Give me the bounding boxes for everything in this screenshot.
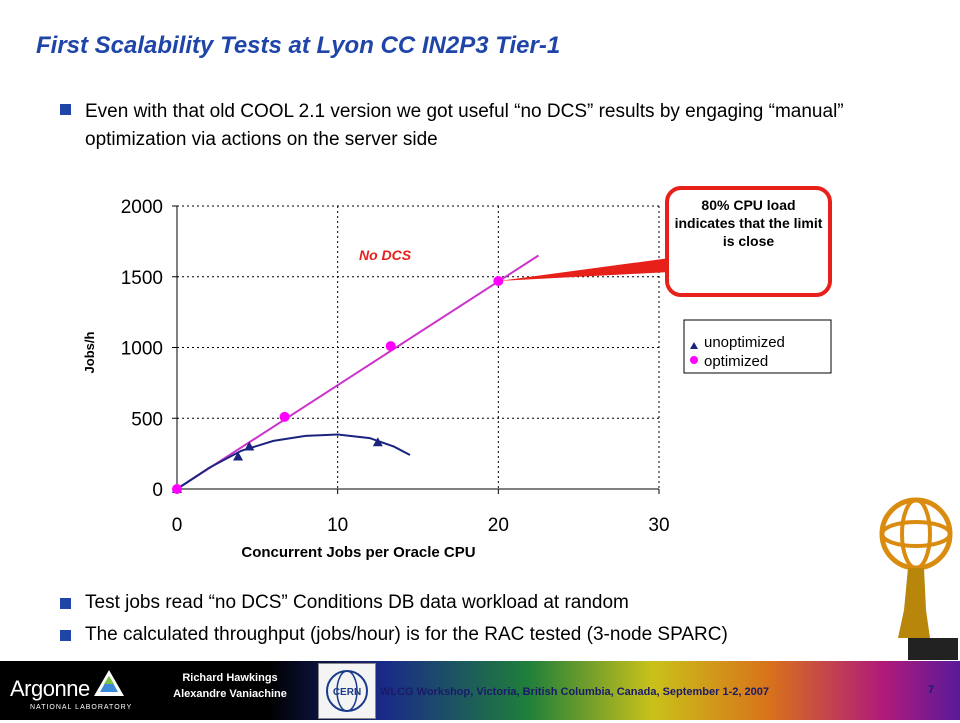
bullet-test-jobs-text: Test jobs read “no DCS” Conditions DB da…	[85, 592, 629, 613]
unoptimized-point	[372, 437, 383, 447]
y-tick-label: 500	[131, 409, 163, 430]
optimized-point	[385, 341, 396, 352]
bullet-square-icon	[60, 104, 71, 115]
callout-text-container: 80% CPU load indicates that the limit is…	[674, 197, 823, 249]
legend: unoptimized optimized	[683, 319, 832, 374]
series-layer	[172, 254, 540, 494]
x-tick-label: 20	[488, 515, 509, 536]
bullet-square-icon	[60, 598, 71, 609]
unoptimized-point	[244, 441, 255, 451]
workshop-info: WLCG Workshop, Victoria, British Columbi…	[380, 686, 769, 698]
bullet-intro-text: Even with that old COOL 2.1 version we g…	[85, 101, 844, 150]
optimized-point	[172, 484, 182, 494]
callout-pointer	[498, 258, 670, 281]
y-tick-label: 1000	[121, 339, 163, 360]
argonne-logo-icon	[94, 670, 124, 696]
legend-triangle-marker	[690, 342, 698, 349]
atlas-statue-icon	[879, 497, 958, 660]
optimized-fit-line	[176, 254, 540, 490]
unoptimized-point	[233, 451, 244, 461]
legend-label-unoptimized: unoptimized	[704, 334, 785, 351]
cern-logo-icon: CERN	[326, 670, 368, 712]
bullet-test-jobs: Test jobs read “no DCS” Conditions DB da…	[60, 592, 629, 614]
axes	[172, 205, 660, 494]
x-tick-label: 10	[327, 515, 348, 536]
y-axis-label: Jobs/h	[82, 331, 97, 373]
cern-logo: CERN	[318, 663, 376, 719]
authors: Richard Hawkings Alexandre Vaniachine	[160, 670, 300, 702]
x-tick-label: 30	[648, 515, 669, 536]
no-dcs-annotation: No DCS	[359, 247, 412, 263]
author-2: Alexandre Vaniachine	[173, 688, 287, 700]
author-1: Richard Hawkings	[182, 672, 278, 684]
legend-box	[683, 319, 832, 374]
y-tick-label: 1500	[121, 268, 163, 289]
legend-label-optimized: optimized	[704, 353, 768, 370]
callout-box	[665, 186, 832, 297]
bullet-square-icon	[60, 630, 71, 641]
page-number: 7	[928, 684, 935, 696]
bullet-throughput: The calculated throughput (jobs/hour) is…	[60, 624, 728, 646]
x-axis-label: Concurrent Jobs per Oracle CPU	[241, 544, 475, 561]
x-tick-label: 0	[172, 515, 183, 536]
bullet-intro: Even with that old COOL 2.1 version we g…	[60, 98, 850, 154]
callout-text: 80% CPU load indicates that the limit is…	[674, 197, 823, 249]
argonne-logo-text: Argonne	[10, 676, 90, 701]
y-tick-label: 2000	[121, 197, 163, 218]
footer-bar	[0, 661, 960, 720]
legend-circle-marker	[690, 356, 698, 364]
svg-text:CERN: CERN	[333, 687, 361, 698]
unoptimized-fit-curve	[176, 433, 411, 490]
y-tick-label: 0	[152, 480, 163, 501]
page-title: First Scalability Tests at Lyon CC IN2P3…	[36, 32, 561, 59]
optimized-point	[279, 411, 290, 422]
argonne-logo-subtitle: NATIONAL LABORATORY	[30, 704, 133, 711]
bullet-throughput-text: The calculated throughput (jobs/hour) is…	[85, 624, 728, 645]
tick-labels: 0 500 1000 1500 2000 0 10 20 30	[121, 197, 670, 536]
